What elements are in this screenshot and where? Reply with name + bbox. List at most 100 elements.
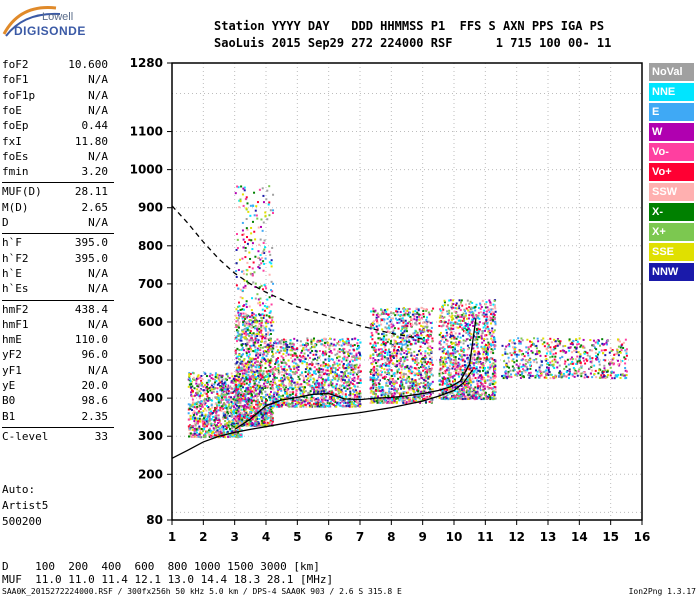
echo-point (213, 432, 216, 435)
echo-point (352, 368, 355, 371)
echo-point (323, 344, 326, 347)
echo-point (251, 316, 254, 319)
echo-point (411, 343, 414, 346)
echo-point (384, 364, 387, 367)
echo-point (430, 326, 433, 329)
echo-point (381, 400, 384, 403)
echo-point (265, 398, 268, 401)
echo-point (341, 376, 344, 379)
echo-point (269, 321, 272, 324)
echo-point (243, 186, 246, 189)
echo-point (319, 404, 322, 407)
echo-point (347, 362, 350, 365)
echo-point (307, 391, 310, 394)
echo-point (208, 427, 211, 430)
echo-point (240, 339, 243, 342)
echo-point (254, 400, 257, 403)
echo-point (259, 388, 262, 391)
echo-point (247, 386, 250, 389)
echo-point (258, 267, 261, 270)
echo-point (409, 381, 412, 384)
echo-point (389, 320, 392, 323)
echo-point (226, 372, 229, 375)
echo-point (216, 373, 219, 376)
x-tick-label: 14 (571, 530, 588, 544)
echo-point (236, 347, 239, 350)
echo-point (241, 316, 244, 319)
echo-point (235, 373, 238, 376)
echo-point (255, 360, 258, 363)
echo-point (413, 396, 416, 399)
echo-point (427, 387, 430, 390)
echo-point (420, 399, 423, 402)
echo-point (237, 417, 240, 420)
echo-point (246, 361, 249, 364)
echo-point (248, 389, 251, 392)
echo-point (369, 370, 372, 373)
echo-point (215, 407, 218, 410)
echo-point (263, 353, 266, 356)
echo-point (259, 349, 262, 352)
echo-point (401, 326, 404, 329)
echo-point (264, 362, 267, 365)
echo-point (411, 337, 414, 340)
echo-point (243, 324, 246, 327)
echo-point (372, 353, 375, 356)
echo-point (372, 313, 375, 316)
echo-point (211, 411, 214, 414)
echo-point (322, 405, 325, 408)
echo-point (238, 199, 241, 202)
echo-point (330, 352, 333, 355)
echo-point (262, 421, 265, 424)
echo-point (371, 324, 374, 327)
echo-point (218, 379, 221, 382)
echo-point (328, 355, 331, 358)
echo-point (227, 426, 230, 429)
echo-point (407, 375, 410, 378)
x-tick-label: 1 (168, 530, 176, 544)
echo-point (403, 360, 406, 363)
echo-point (419, 365, 422, 368)
echo-point (405, 353, 408, 356)
echo-point (259, 258, 262, 261)
echo-point (252, 387, 255, 390)
echo-point (272, 355, 275, 358)
echo-point (197, 400, 200, 403)
echo-point (225, 378, 228, 381)
echo-point (346, 384, 349, 387)
echo-point (311, 373, 314, 376)
echo-point (308, 402, 311, 405)
echo-point (264, 366, 267, 369)
echo-point (296, 403, 299, 406)
echo-point (356, 377, 359, 380)
echo-point (396, 318, 399, 321)
echo-point (396, 313, 399, 316)
echo-point (357, 404, 360, 407)
echo-point (221, 374, 224, 377)
echo-point (257, 352, 260, 355)
echo-point (396, 369, 399, 372)
echo-point (187, 425, 190, 428)
echo-point (407, 386, 410, 389)
echo-point (218, 418, 221, 421)
echo-point (231, 433, 234, 436)
echo-point (322, 343, 325, 346)
echo-point (330, 358, 333, 361)
echo-point (408, 320, 411, 323)
x-tick-label: 9 (418, 530, 426, 544)
echo-point (269, 342, 272, 345)
echo-point (212, 423, 215, 426)
echo-point (327, 343, 330, 346)
echo-point (262, 260, 265, 263)
echo-point (405, 324, 408, 327)
echo-point (431, 380, 434, 383)
echo-point (291, 342, 294, 345)
echo-point (358, 346, 361, 349)
echo-point (395, 317, 398, 320)
y-tick-label: 500 (138, 353, 163, 367)
echo-point (289, 398, 292, 401)
echo-point (316, 356, 319, 359)
echo-point (321, 365, 324, 368)
echo-point (206, 423, 209, 426)
echo-point (205, 420, 208, 423)
